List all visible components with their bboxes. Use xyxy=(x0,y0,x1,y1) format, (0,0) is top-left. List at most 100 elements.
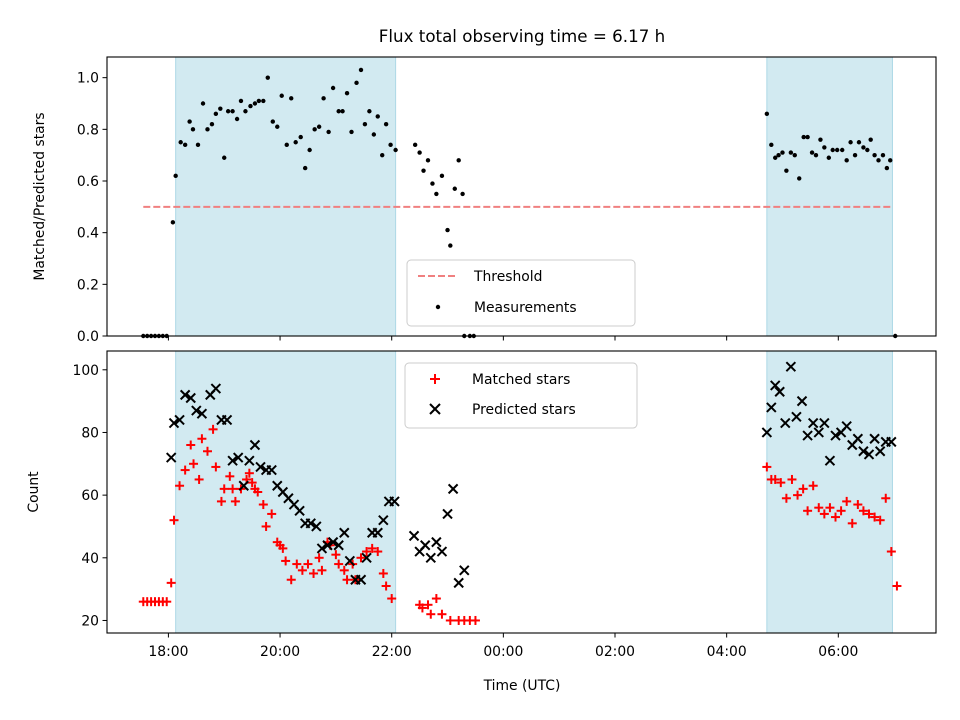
measurement-point xyxy=(834,147,840,153)
predicted-star-point xyxy=(305,518,316,529)
matched-star-point xyxy=(286,575,296,585)
matched-star-point xyxy=(342,575,352,585)
y-tick-label: 40 xyxy=(81,551,99,567)
measurement-point xyxy=(200,101,206,106)
matched-star-point xyxy=(853,500,863,510)
matched-star-point xyxy=(881,493,891,503)
predicted-star-point xyxy=(761,427,773,438)
x-tick-label: 22:00 xyxy=(372,644,412,660)
matched-star-point xyxy=(356,553,366,563)
measurement-point xyxy=(289,96,294,101)
matched-star-point xyxy=(819,509,829,519)
predicted-star-point xyxy=(841,420,852,432)
measurement-point xyxy=(261,98,266,104)
measurement-point xyxy=(888,158,893,163)
predicted-star-point xyxy=(791,411,802,423)
matched-star-point xyxy=(417,603,427,613)
measurement-point xyxy=(349,129,354,135)
predicted-star-point xyxy=(389,496,400,507)
predicted-star-point xyxy=(770,380,781,391)
measurement-point xyxy=(425,158,431,163)
y-tick-label: 100 xyxy=(72,363,99,379)
matched-star-point xyxy=(194,474,204,484)
matched-star-point xyxy=(431,594,441,604)
predicted-star-point xyxy=(886,436,897,448)
predicted-star-point xyxy=(191,405,202,416)
y-tick-label: 20 xyxy=(81,613,99,629)
measurement-point xyxy=(818,137,823,142)
predicted-star-point xyxy=(232,452,244,463)
top-x-ticks xyxy=(167,336,839,341)
measurement-point xyxy=(371,132,377,137)
matched-star-point xyxy=(219,484,229,494)
matched-star-point xyxy=(803,506,813,516)
predicted-star-point xyxy=(869,433,880,444)
bottom-legend-box xyxy=(404,362,638,429)
matched-star-point xyxy=(303,559,313,569)
predicted-star-point xyxy=(174,414,185,426)
predicted-star-point xyxy=(196,408,208,419)
measurement-point xyxy=(284,142,289,148)
predicted-star-point xyxy=(824,455,836,466)
predicted-star-point xyxy=(774,386,785,397)
bottom-y-axis-label: Count xyxy=(26,471,42,513)
predicted-star-point xyxy=(316,543,328,554)
measurement-point xyxy=(340,109,345,114)
bottom-legend: Matched stars Predicted stars xyxy=(404,362,638,429)
top-legend-box xyxy=(406,259,636,327)
matched-star-point xyxy=(814,503,824,513)
measurement-point xyxy=(218,106,223,111)
matched-star-point xyxy=(202,446,212,456)
measurement-point xyxy=(801,134,806,140)
matched-star-point xyxy=(787,474,797,484)
measurement-point xyxy=(876,158,881,163)
measurement-point xyxy=(844,158,849,163)
predicted-star-point xyxy=(863,449,875,460)
bottom-x-ticks: 18:00 20:00 22:00 00:00 02:00 04:00 06:00 xyxy=(148,633,858,660)
predicted-star-point xyxy=(780,417,791,429)
measurement-point xyxy=(362,121,368,127)
measurement-point xyxy=(826,155,832,160)
y-tick-label: 0.6 xyxy=(77,174,99,190)
measurement-point xyxy=(805,134,810,140)
y-tick-label: 0.8 xyxy=(77,122,99,138)
measurement-point xyxy=(265,75,270,80)
shaded-interval xyxy=(766,350,893,634)
predicted-star-point xyxy=(255,461,266,473)
matched-star-point xyxy=(870,512,880,522)
measurement-point xyxy=(788,150,794,155)
measurement-point xyxy=(448,243,453,248)
matched-star-point xyxy=(864,509,874,519)
x-tick-label: 06:00 xyxy=(818,644,858,660)
matched-star-point xyxy=(776,478,786,488)
measurement-point xyxy=(358,67,364,73)
matched-star-point xyxy=(230,496,240,506)
matched-star-point xyxy=(169,515,179,525)
y-tick-label: 0.4 xyxy=(77,226,99,242)
x-tick-label: 20:00 xyxy=(260,644,300,660)
measurement-point xyxy=(293,140,298,145)
measurement-point xyxy=(316,124,322,129)
legend-predicted-label: Predicted stars xyxy=(472,402,576,418)
measurement-point xyxy=(830,147,835,153)
predicted-star-point xyxy=(249,439,261,451)
legend-measurement-swatch xyxy=(435,304,441,310)
measurement-point xyxy=(792,152,797,158)
predicted-star-point xyxy=(227,455,238,466)
x-tick-label: 18:00 xyxy=(148,644,188,660)
measurement-point xyxy=(238,98,244,104)
matched-star-point xyxy=(362,547,372,557)
predicted-star-point xyxy=(322,540,333,551)
predicted-star-point xyxy=(874,446,886,457)
predicted-star-point xyxy=(419,540,431,551)
matched-star-point xyxy=(842,496,852,506)
predicted-star-point xyxy=(221,414,233,426)
measurement-point xyxy=(326,129,331,135)
bottom-plot-frame xyxy=(106,350,937,634)
shaded-interval xyxy=(175,56,397,337)
predicted-star-point xyxy=(785,361,797,372)
matched-star-point xyxy=(423,600,433,610)
matched-star-point xyxy=(186,440,196,450)
predicted-star-point xyxy=(802,430,813,441)
predicted-star-point xyxy=(447,483,459,495)
